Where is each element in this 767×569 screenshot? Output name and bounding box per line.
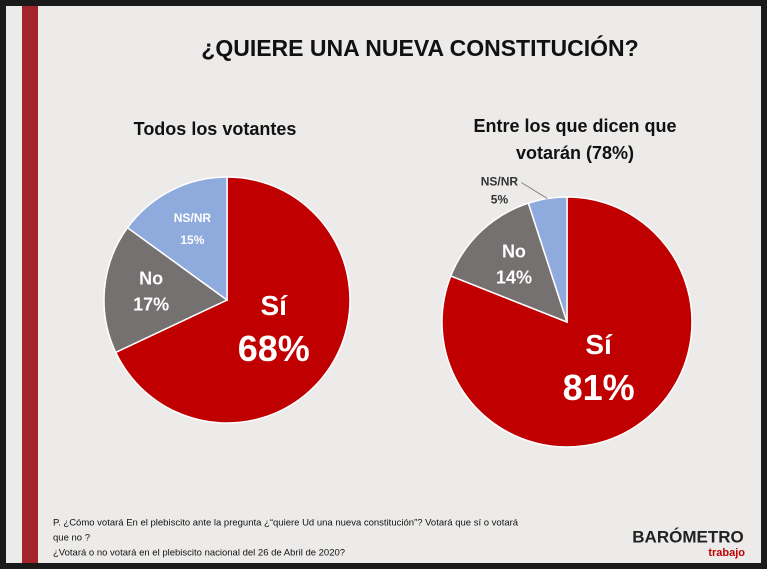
footnote: P. ¿Cómo votará En el plebiscito ante la… bbox=[53, 518, 519, 529]
slice-value: 17% bbox=[133, 295, 169, 315]
chart-title: Entre los que dicen que bbox=[473, 116, 676, 136]
pie-slice bbox=[441, 196, 693, 448]
slice-value: 15% bbox=[180, 233, 204, 247]
footnote: ¿Votará o no votará en el plebiscito nac… bbox=[53, 548, 345, 559]
logo-sub: trabajo bbox=[708, 547, 745, 559]
leader-line bbox=[521, 182, 548, 199]
slice-category: NS/NR bbox=[174, 211, 212, 225]
side-bar bbox=[22, 6, 38, 563]
slice-category: Sí bbox=[260, 290, 288, 321]
pie-slice bbox=[527, 196, 568, 323]
slice-value: 81% bbox=[563, 367, 635, 408]
logo-name: BARÓMETRO bbox=[632, 527, 743, 546]
chart-title: votarán (78%) bbox=[516, 143, 634, 163]
slice-category: No bbox=[502, 241, 526, 261]
pie-slice bbox=[114, 176, 351, 424]
slice-category: No bbox=[139, 269, 163, 289]
pie-slice bbox=[103, 226, 229, 354]
chart-title: Todos los votantes bbox=[134, 119, 297, 139]
slice-value: 5% bbox=[491, 193, 509, 207]
slice-value: 14% bbox=[496, 267, 532, 287]
pie-slice bbox=[126, 176, 228, 302]
slice-category: NS/NR bbox=[481, 175, 519, 189]
slice-category: Sí bbox=[585, 329, 613, 360]
slice-value: 68% bbox=[238, 328, 310, 369]
slide-title: ¿QUIERE UNA NUEVA CONSTITUCIÓN? bbox=[201, 34, 638, 61]
footnote: que no ? bbox=[53, 533, 90, 544]
